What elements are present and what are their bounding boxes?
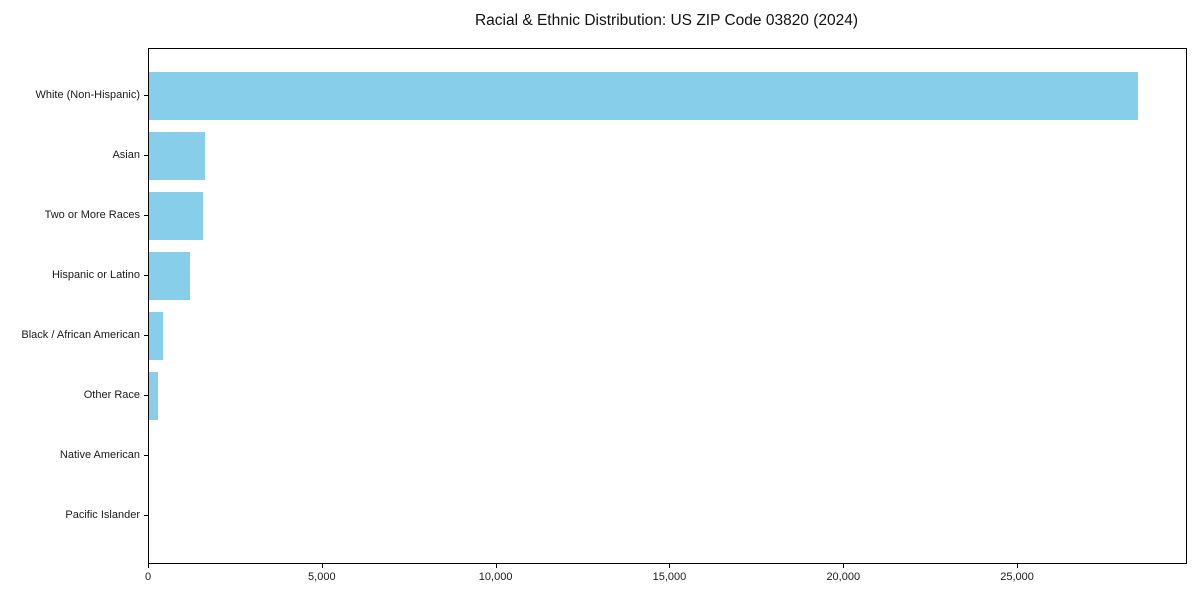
- y-tick-label-white-non-hispanic: White (Non-Hispanic): [35, 89, 140, 102]
- y-tick-asian: [144, 155, 148, 157]
- y-tick-hispanic-or-latino: [144, 275, 148, 277]
- bar-two-or-more-races: [149, 192, 203, 241]
- y-tick-label-black-african-american: Black / African American: [21, 328, 140, 341]
- x-tick-10000: [495, 564, 497, 568]
- y-tick-pacific-islander: [144, 514, 148, 516]
- x-tick-label-20000: 20,000: [826, 571, 861, 583]
- y-tick-label-asian: Asian: [112, 149, 140, 162]
- y-tick-label-two-or-more-races: Two or More Races: [44, 209, 140, 222]
- x-tick-25000: [1017, 564, 1019, 568]
- x-tick-label-25000: 25,000: [1000, 571, 1034, 583]
- x-tick-label-15000: 15,000: [652, 571, 687, 583]
- x-tick-5000: [321, 564, 323, 568]
- y-tick-other-race: [144, 394, 148, 396]
- bar-hispanic-or-latino: [149, 252, 191, 300]
- y-tick-black-african-american: [144, 334, 148, 336]
- bar-white-non-hispanic: [149, 72, 1139, 121]
- x-tick-15000: [669, 564, 671, 568]
- y-tick-label-pacific-islander: Pacific Islander: [65, 508, 140, 521]
- y-tick-label-other-race: Other Race: [83, 388, 140, 401]
- x-tick-label-5000: 5,000: [308, 571, 336, 583]
- x-tick-20000: [843, 564, 845, 568]
- bar-black-african-american: [149, 311, 164, 360]
- bar-asian: [149, 132, 205, 181]
- bar-other-race: [149, 371, 159, 420]
- x-tick-0: [148, 564, 149, 568]
- y-tick-white-non-hispanic: [144, 95, 148, 97]
- plot-area: [148, 48, 1187, 564]
- chart-title: Racial & Ethnic Distribution: US ZIP Cod…: [474, 12, 859, 29]
- x-tick-label-10000: 10,000: [478, 571, 513, 583]
- y-tick-label-native-american: Native American: [59, 448, 140, 461]
- x-tick-label-0: 0: [144, 571, 152, 583]
- y-tick-label-hispanic-or-latino: Hispanic or Latino: [51, 269, 140, 282]
- y-tick-two-or-more-races: [144, 215, 148, 217]
- y-tick-native-american: [144, 454, 148, 456]
